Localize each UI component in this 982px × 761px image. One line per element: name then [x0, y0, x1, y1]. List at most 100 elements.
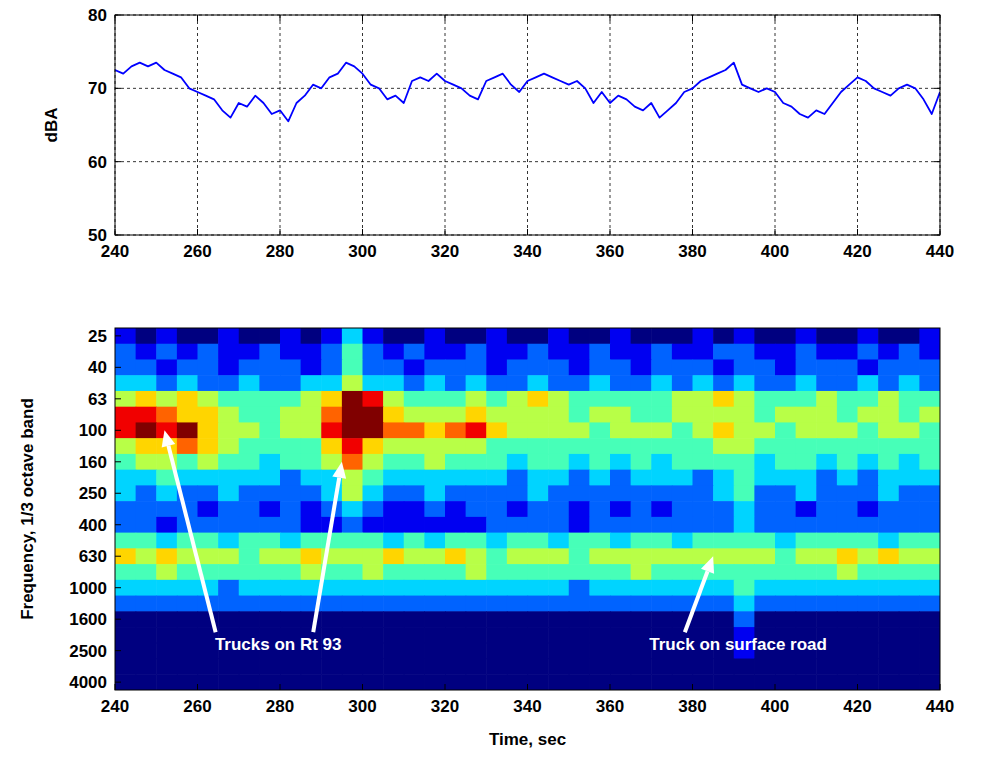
- heat-cell: [136, 359, 157, 375]
- heat-cell: [837, 580, 858, 596]
- heat-cell: [796, 328, 817, 344]
- heat-cell: [136, 438, 157, 454]
- heat-cell: [156, 611, 177, 627]
- heat-cell: [259, 596, 280, 612]
- heat-cell: [569, 548, 590, 564]
- heat-cell: [445, 328, 466, 344]
- heat-cell: [796, 344, 817, 360]
- heat-cell: [589, 470, 610, 486]
- heat-cell: [816, 470, 837, 486]
- heat-cell: [713, 611, 734, 627]
- heat-cell: [280, 422, 301, 438]
- heat-cell: [610, 611, 631, 627]
- heat-cell: [528, 580, 549, 596]
- heat-cell: [445, 659, 466, 675]
- heat-cell: [507, 580, 528, 596]
- heat-cell: [919, 533, 940, 549]
- heat-cell: [734, 485, 755, 501]
- heat-cell: [878, 501, 899, 517]
- heat-cell: [115, 454, 136, 470]
- heat-cell: [198, 470, 219, 486]
- heat-cell: [198, 344, 219, 360]
- heat-cell: [837, 564, 858, 580]
- heat-cell: [466, 391, 487, 407]
- heat-cell: [404, 517, 425, 533]
- heat-cell: [136, 454, 157, 470]
- heat-cell: [507, 611, 528, 627]
- heat-cell: [651, 517, 672, 533]
- tick: [775, 229, 776, 235]
- heat-cell: [754, 470, 775, 486]
- heat-cell: [177, 580, 198, 596]
- heat-cell: [672, 548, 693, 564]
- heat-cell: [445, 596, 466, 612]
- heat-cell: [280, 580, 301, 596]
- heat-cell: [363, 596, 384, 612]
- heat-cell: [796, 674, 817, 690]
- heat-cell: [156, 344, 177, 360]
- heat-cell: [383, 611, 404, 627]
- tick-label: 240: [101, 242, 129, 261]
- heat-cell: [693, 438, 714, 454]
- heat-cell: [136, 659, 157, 675]
- heat-cell: [631, 438, 652, 454]
- heat-cell: [218, 580, 239, 596]
- heat-cell: [156, 391, 177, 407]
- tick-label: 320: [431, 697, 459, 716]
- heat-cell: [280, 485, 301, 501]
- heat-cell: [589, 674, 610, 690]
- heat-cell: [218, 407, 239, 423]
- heat-cell: [115, 643, 136, 659]
- heat-cell: [548, 627, 569, 643]
- heat-cell: [507, 438, 528, 454]
- heat-cell: [610, 485, 631, 501]
- heat-cell: [486, 611, 507, 627]
- heat-cell: [713, 674, 734, 690]
- heat-cell: [363, 344, 384, 360]
- heat-cell: [610, 674, 631, 690]
- heat-cell: [156, 375, 177, 391]
- heat-cell: [239, 564, 260, 580]
- heat-cell: [899, 454, 920, 470]
- heat-cell: [775, 375, 796, 391]
- heat-cell: [218, 391, 239, 407]
- heat-cell: [919, 359, 940, 375]
- heat-cell: [754, 485, 775, 501]
- heat-cell: [548, 438, 569, 454]
- heat-cell: [486, 596, 507, 612]
- heat-cell: [631, 485, 652, 501]
- heat-cell: [919, 485, 940, 501]
- heat-cell: [136, 517, 157, 533]
- heat-cell: [321, 391, 342, 407]
- heat-cell: [115, 627, 136, 643]
- tick: [362, 229, 363, 235]
- heat-cell: [177, 422, 198, 438]
- heat-cell: [837, 659, 858, 675]
- heat-cell: [198, 485, 219, 501]
- tick: [775, 684, 776, 690]
- heat-cell: [569, 564, 590, 580]
- heat-cell: [651, 344, 672, 360]
- tick: [197, 229, 198, 235]
- heat-cell: [754, 359, 775, 375]
- heat-cell: [713, 533, 734, 549]
- heat-cell: [136, 611, 157, 627]
- heat-cell: [383, 375, 404, 391]
- tick: [362, 684, 363, 690]
- heat-cell: [466, 580, 487, 596]
- heat-cell: [899, 485, 920, 501]
- heat-cell: [342, 627, 363, 643]
- heat-cell: [899, 517, 920, 533]
- heat-cell: [754, 674, 775, 690]
- heat-cell: [507, 422, 528, 438]
- heat-cell: [528, 344, 549, 360]
- heat-cell: [610, 643, 631, 659]
- tick: [115, 161, 121, 162]
- heat-cell: [837, 548, 858, 564]
- heat-cell: [218, 454, 239, 470]
- heat-cell: [631, 375, 652, 391]
- heat-cell: [383, 328, 404, 344]
- heat-cell: [754, 533, 775, 549]
- heat-cell: [858, 470, 879, 486]
- heat-cell: [198, 548, 219, 564]
